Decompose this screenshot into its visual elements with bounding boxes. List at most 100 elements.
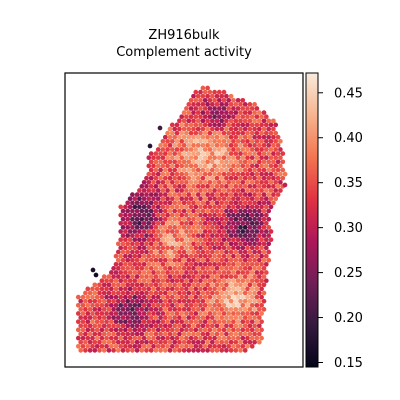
spot-point — [167, 134, 173, 140]
spot-point — [184, 163, 189, 169]
spot-point — [141, 335, 147, 341]
spot-point — [200, 274, 206, 279]
spot-point — [221, 138, 227, 144]
spot-point — [195, 315, 201, 320]
spot-point — [224, 249, 229, 255]
spot-point — [193, 196, 199, 202]
spot-point — [259, 114, 264, 120]
spot-point — [195, 282, 201, 288]
spot-point — [226, 253, 232, 259]
spot-point — [245, 204, 250, 210]
spot-point — [146, 188, 152, 193]
spot-point — [193, 97, 199, 103]
spot-point — [191, 233, 196, 238]
spot-point — [245, 237, 250, 243]
spot-point — [174, 270, 180, 275]
spot-point — [186, 290, 192, 296]
spot-point — [233, 175, 239, 181]
spot-point — [115, 266, 121, 271]
spot-point — [245, 335, 250, 341]
spot-point — [200, 85, 206, 91]
spot-point — [118, 212, 124, 218]
spot-point — [153, 200, 159, 206]
spot-point — [181, 331, 187, 337]
spot-point — [216, 286, 222, 292]
spot-point — [261, 216, 267, 222]
spot-point — [148, 225, 154, 230]
spot-point — [167, 208, 173, 214]
spot-point — [238, 339, 243, 345]
spot-point — [141, 196, 147, 202]
spot-point — [231, 311, 236, 316]
spot-point — [247, 290, 253, 296]
spot-point — [169, 171, 175, 177]
spot-point — [198, 245, 203, 251]
spot-point — [184, 286, 189, 292]
spot-point — [165, 171, 170, 177]
spot-point — [137, 245, 142, 251]
spot-point — [162, 315, 168, 320]
spot-point — [207, 335, 213, 341]
spot-point — [186, 331, 192, 337]
spot-point — [219, 151, 225, 156]
spot-point — [153, 290, 159, 296]
spot-point — [249, 155, 255, 161]
spot-point — [224, 167, 229, 173]
spot-point — [184, 130, 189, 136]
spot-point — [271, 151, 276, 156]
spot-point — [275, 143, 281, 148]
spot-point — [134, 233, 140, 238]
spot-point — [184, 319, 189, 325]
spot-point — [193, 122, 199, 128]
spot-point — [254, 138, 260, 144]
spot-point — [212, 294, 217, 300]
spot-point — [202, 97, 208, 103]
spot-point — [130, 298, 135, 304]
spot-point — [275, 192, 281, 197]
spot-point — [151, 270, 156, 275]
spot-point — [177, 175, 182, 181]
spot-point — [205, 192, 210, 197]
spot-point — [224, 257, 229, 263]
spot-point — [224, 200, 229, 206]
spot-point — [245, 130, 250, 136]
spot-point — [252, 110, 257, 115]
spot-point — [165, 237, 170, 243]
spot-point — [186, 307, 192, 312]
spot-point — [139, 241, 145, 247]
spot-point — [151, 179, 156, 185]
spot-point — [148, 233, 154, 238]
spot-point — [200, 102, 206, 107]
spot-point — [141, 212, 147, 218]
spot-point — [275, 184, 281, 189]
spot-point — [198, 163, 203, 169]
spot-point — [193, 138, 199, 144]
spot-point — [268, 122, 274, 128]
spot-point — [247, 134, 253, 140]
spot-point — [139, 216, 145, 222]
spot-point — [113, 335, 119, 341]
spot-point — [205, 134, 210, 140]
spot-point — [247, 118, 253, 124]
spot-point — [125, 307, 131, 312]
spot-point — [228, 175, 234, 181]
spot-point — [214, 266, 220, 271]
spot-point — [214, 110, 220, 115]
spot-point — [235, 130, 241, 136]
spot-point — [219, 323, 225, 329]
spot-point — [134, 208, 140, 214]
spot-point — [238, 175, 243, 181]
spot-point — [181, 348, 187, 353]
spot-point — [186, 257, 192, 263]
spot-point — [212, 335, 217, 341]
spot-point — [205, 323, 210, 329]
spot-point — [212, 106, 217, 111]
spot-point — [90, 343, 95, 349]
spot-point — [198, 286, 203, 292]
spot-point — [228, 339, 234, 345]
spot-point — [155, 204, 161, 210]
spot-point — [256, 307, 262, 312]
spot-point — [191, 208, 196, 214]
spot-point — [160, 286, 166, 292]
